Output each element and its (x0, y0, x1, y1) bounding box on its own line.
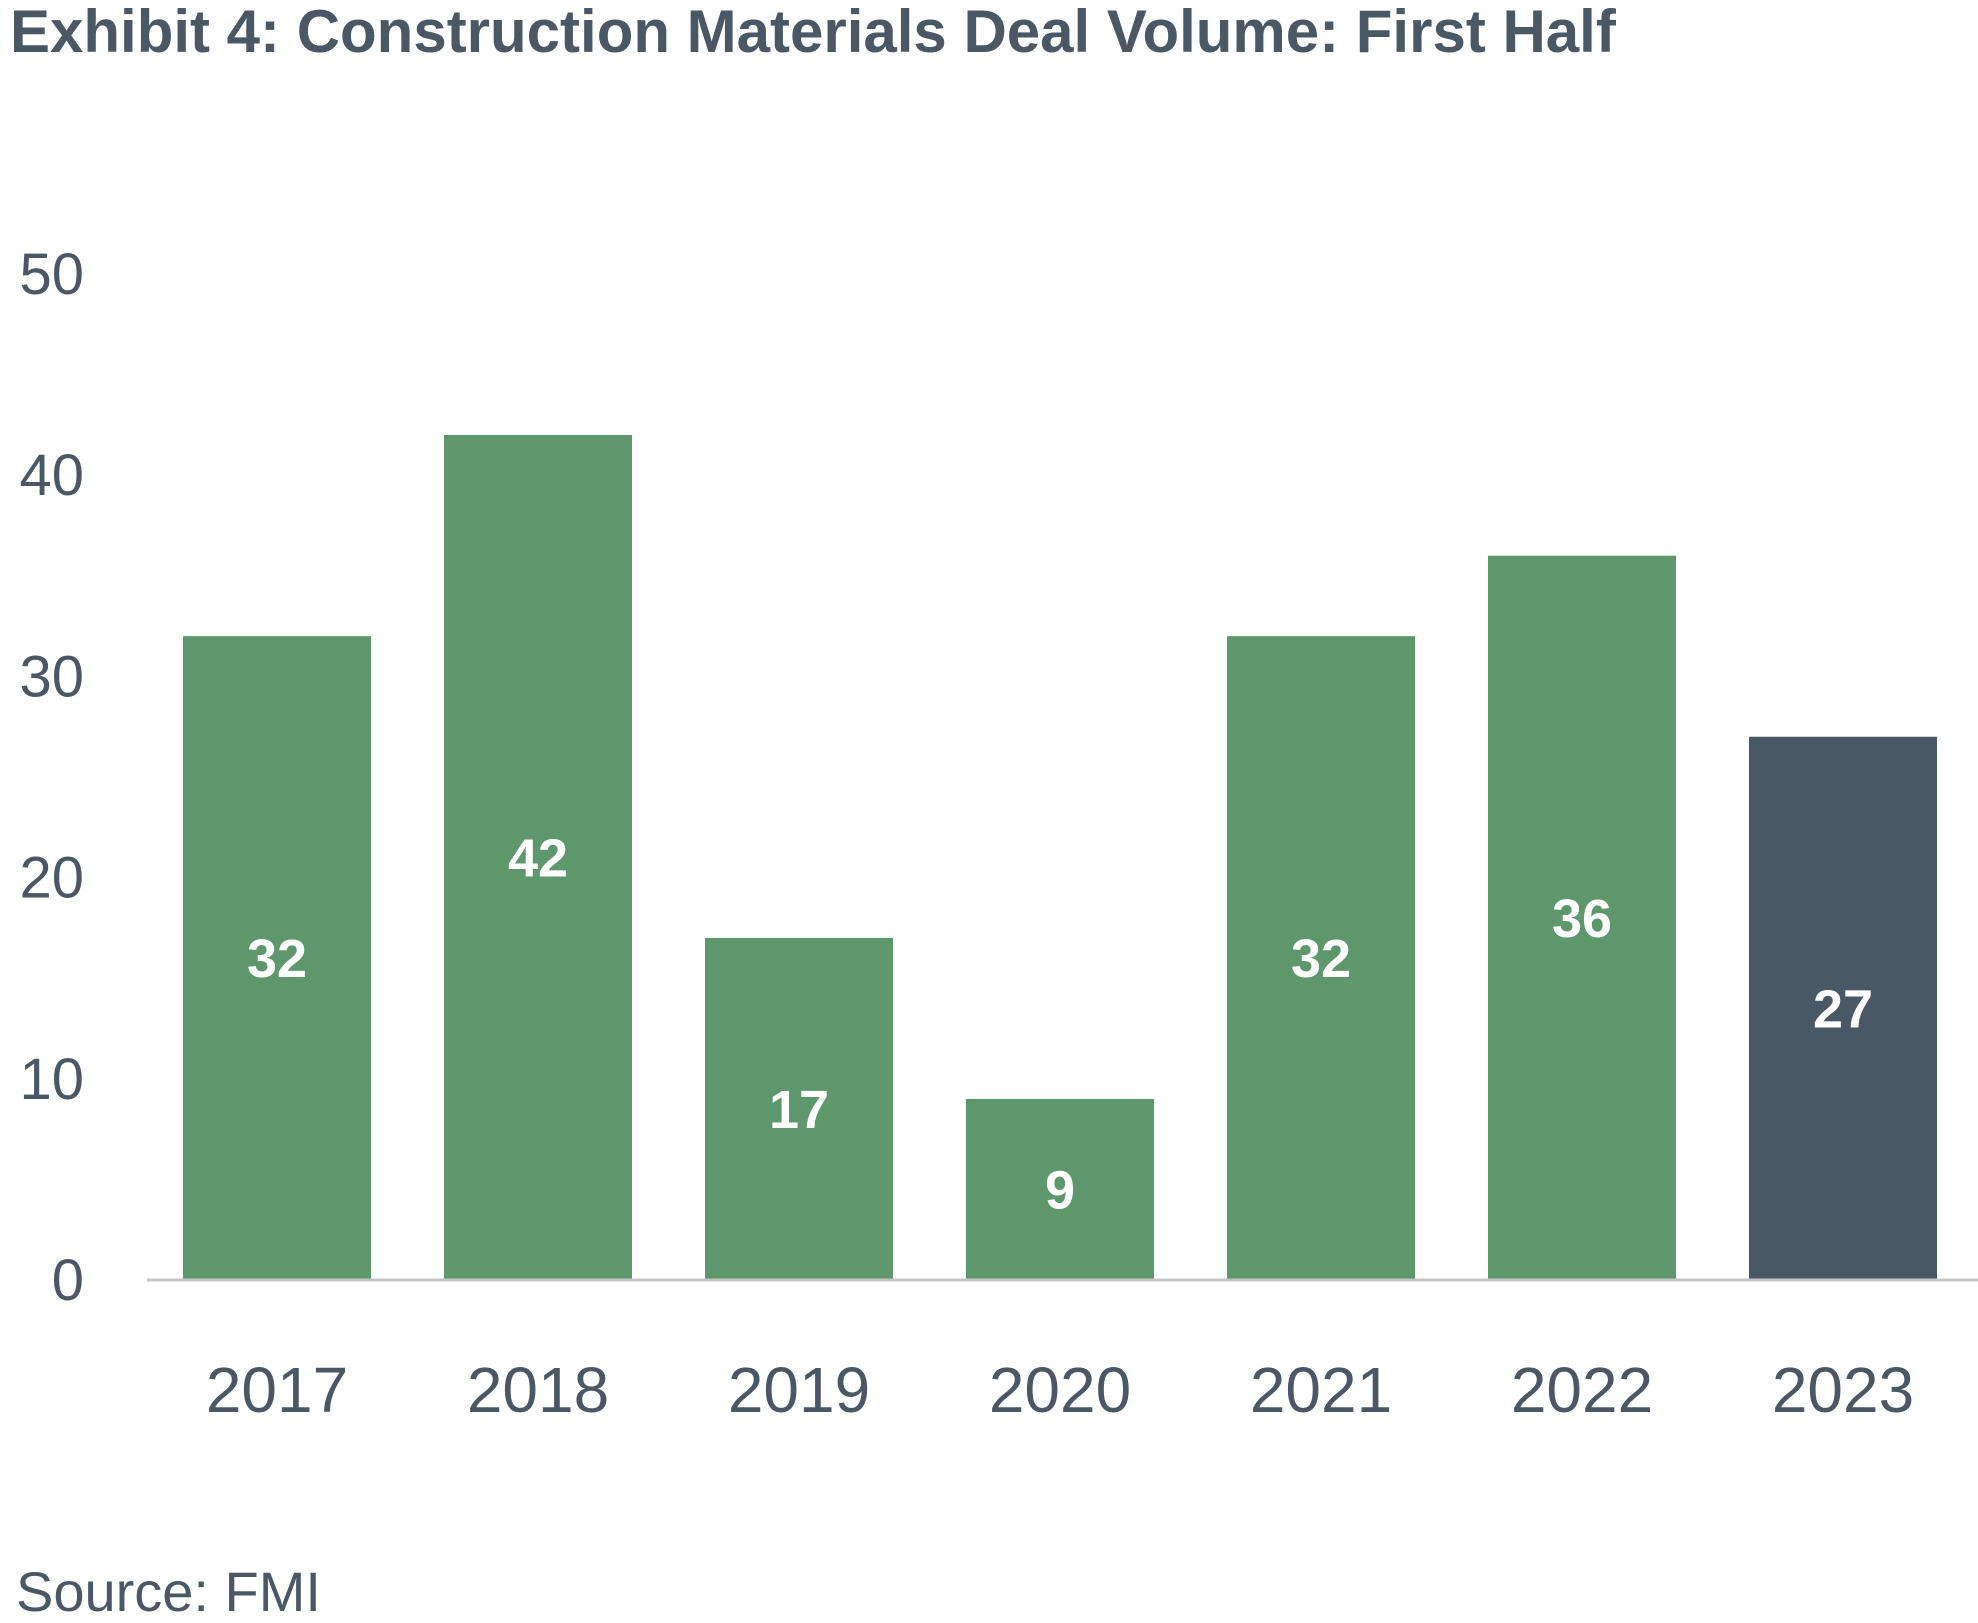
source-note: Source: FMI (16, 1560, 321, 1623)
data-label-2019: 17 (769, 1080, 829, 1140)
bar-2019 (705, 937, 893, 1280)
y-tick-label: 20 (19, 846, 84, 911)
bar-2023 (1749, 736, 1937, 1280)
x-tick-label-2018: 2018 (467, 1354, 609, 1426)
y-tick-label: 50 (19, 242, 84, 307)
x-tick-label-2017: 2017 (206, 1354, 348, 1426)
x-tick-label-2020: 2020 (989, 1354, 1131, 1426)
bar-2022 (1488, 555, 1676, 1280)
data-label-2023: 27 (1813, 979, 1873, 1039)
y-tick-label: 30 (19, 644, 84, 709)
data-label-2022: 36 (1552, 889, 1612, 949)
data-label-2018: 42 (508, 828, 568, 888)
y-tick-label: 10 (19, 1047, 84, 1112)
bar-2020 (966, 1098, 1154, 1280)
x-tick-label-2019: 2019 (728, 1354, 870, 1426)
bar-2018 (444, 434, 632, 1281)
y-tick-label: 0 (52, 1248, 84, 1313)
y-axis: 0 10 20 30 40 50 (19, 242, 84, 1313)
data-label-2021: 32 (1291, 929, 1351, 989)
x-tick-label-2023: 2023 (1772, 1354, 1914, 1426)
chart-title: Exhibit 4: Construction Materials Deal V… (10, 0, 1616, 65)
x-tick-label-2021: 2021 (1250, 1354, 1392, 1426)
x-tick-label-2022: 2022 (1511, 1354, 1653, 1426)
bars-group (183, 434, 1937, 1281)
bar-2017 (183, 636, 371, 1280)
data-labels-group: 32 42 17 9 32 36 27 (247, 828, 1873, 1220)
x-axis: 2017 2018 2019 2020 2021 2022 2023 (206, 1354, 1914, 1426)
y-tick-label: 40 (19, 443, 84, 508)
data-label-2017: 32 (247, 929, 307, 989)
data-label-2020: 9 (1045, 1160, 1075, 1220)
bar-2021 (1227, 636, 1415, 1280)
